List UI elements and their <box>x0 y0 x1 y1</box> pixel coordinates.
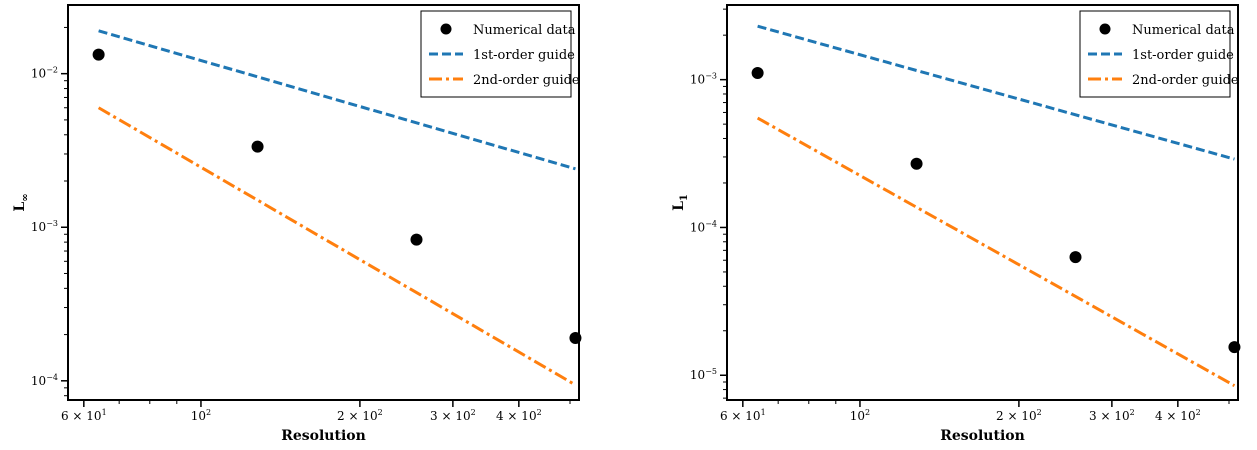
legend-marker-numerical <box>440 23 452 35</box>
legend: Numerical data 1st-order guide 2nd-order g… <box>420 10 580 98</box>
legend-label: Numerical data <box>1132 23 1235 38</box>
y-tick-label: 10−2 <box>31 66 58 81</box>
x-tick-label: 4 × 102 <box>496 408 542 423</box>
legend-label: 1st-order guide <box>1132 48 1234 63</box>
y-axis-label: L∞ <box>12 193 31 211</box>
x-tick-label: 3 × 102 <box>430 408 476 423</box>
first-order-guide-line <box>757 24 1235 161</box>
data-point <box>410 233 423 246</box>
x-tick-label: 2 × 102 <box>337 408 383 423</box>
x-tick-label: 3 × 102 <box>1089 408 1135 423</box>
legend: Numerical data 1st-order guide 2nd-order g… <box>1079 10 1239 98</box>
plot-frame <box>726 4 1239 401</box>
y-tick-label: 10−3 <box>31 219 58 234</box>
legend-label: Numerical data <box>473 23 576 38</box>
legend-label: 1st-order guide <box>473 48 575 63</box>
y-tick-label: 10−3 <box>690 72 717 87</box>
y-tick-label: 10−4 <box>31 373 58 388</box>
chart-2: 6 × 101 102 2 × 102 3 × 102 4 × 102 10−3 10−4 1… <box>671 4 1241 444</box>
data-point <box>251 140 264 153</box>
x-axis-label: Resolution <box>940 428 1025 444</box>
plot-frame <box>67 4 580 401</box>
y-axis-label: L1 <box>671 194 690 211</box>
y-tick-label: 10−4 <box>690 219 717 234</box>
x-tick-label: 2 × 102 <box>996 408 1042 423</box>
x-tick-label: 6 × 101 <box>720 408 766 423</box>
second-order-guide-line <box>97 106 577 387</box>
legend-label: 2nd-order guide <box>473 73 580 88</box>
x-axis-label: Resolution <box>281 428 366 444</box>
x-tick-label: 102 <box>191 408 211 423</box>
legend-marker-numerical <box>1099 23 1111 35</box>
x-tick-label: 102 <box>850 408 870 423</box>
x-tick-label: 4 × 102 <box>1155 408 1201 423</box>
chart-1: 6 × 101 102 2 × 102 3 × 102 4 × 102 10−2 10−3 1… <box>12 4 582 444</box>
data-point <box>910 157 923 170</box>
y-tick-label: 10−5 <box>690 367 717 382</box>
data-point <box>92 48 105 61</box>
x-tick-label: 6 × 101 <box>61 408 107 423</box>
legend-label: 2nd-order guide <box>1132 73 1239 88</box>
data-point <box>1069 251 1082 264</box>
data-point <box>751 66 764 79</box>
first-order-guide-line <box>98 29 576 171</box>
second-order-guide-line <box>756 116 1236 387</box>
